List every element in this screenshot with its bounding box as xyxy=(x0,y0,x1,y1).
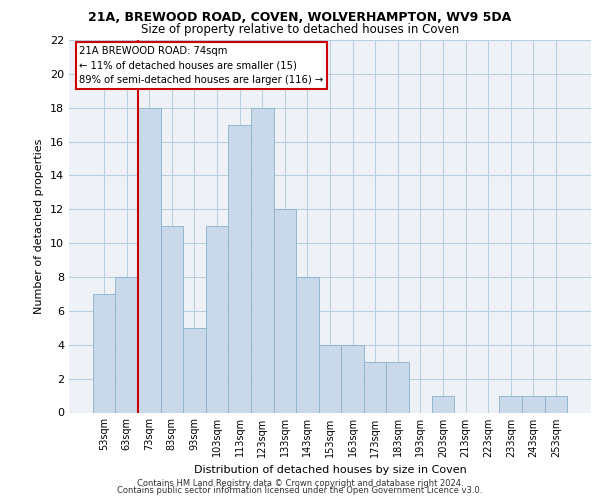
Bar xyxy=(183,328,206,412)
Bar xyxy=(93,294,115,412)
Text: Contains HM Land Registry data © Crown copyright and database right 2024.: Contains HM Land Registry data © Crown c… xyxy=(137,478,463,488)
Bar xyxy=(138,108,161,412)
Bar xyxy=(274,210,296,412)
Y-axis label: Number of detached properties: Number of detached properties xyxy=(34,138,44,314)
Bar xyxy=(545,396,567,412)
Bar xyxy=(341,345,364,412)
X-axis label: Distribution of detached houses by size in Coven: Distribution of detached houses by size … xyxy=(194,465,466,475)
Bar xyxy=(319,345,341,412)
Bar xyxy=(296,277,319,412)
Bar xyxy=(431,396,454,412)
Text: Contains public sector information licensed under the Open Government Licence v3: Contains public sector information licen… xyxy=(118,486,482,495)
Text: 21A BREWOOD ROAD: 74sqm
← 11% of detached houses are smaller (15)
89% of semi-de: 21A BREWOOD ROAD: 74sqm ← 11% of detache… xyxy=(79,46,323,85)
Bar xyxy=(229,124,251,412)
Bar xyxy=(364,362,386,412)
Bar xyxy=(251,108,274,412)
Bar xyxy=(386,362,409,412)
Bar xyxy=(115,277,138,412)
Bar xyxy=(206,226,229,412)
Bar xyxy=(522,396,545,412)
Text: Size of property relative to detached houses in Coven: Size of property relative to detached ho… xyxy=(141,22,459,36)
Bar xyxy=(161,226,183,412)
Text: 21A, BREWOOD ROAD, COVEN, WOLVERHAMPTON, WV9 5DA: 21A, BREWOOD ROAD, COVEN, WOLVERHAMPTON,… xyxy=(88,11,512,24)
Bar xyxy=(499,396,522,412)
